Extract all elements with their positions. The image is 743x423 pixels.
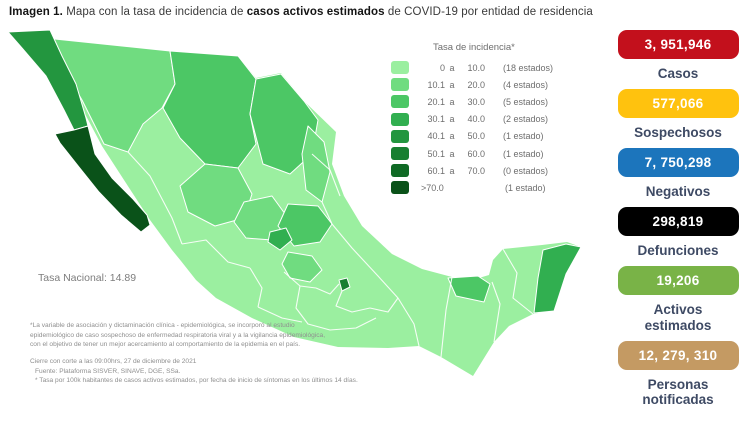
activos-estimados-label: Activos estimados: [644, 302, 712, 333]
footnote-rate-definition: * Tasa por 100k habitantes de casos acti…: [35, 377, 358, 385]
personas-notificadas-badge: 12, 279, 310: [617, 340, 739, 370]
defunciones-label: Defunciones: [637, 243, 719, 259]
negativos-badge: 7, 750,298: [617, 148, 739, 178]
legend-title: Tasa de incidencia*: [433, 42, 515, 53]
national-rate-label: Tasa Nacional: 14.89: [38, 272, 137, 284]
personas-notificadas-label: Personas notificadas: [642, 376, 714, 407]
legend-item: 20.1 a 30.0 (5 estados): [391, 93, 553, 110]
legend-swatch: [391, 129, 409, 143]
legend-item: >70.0 (1 estado): [391, 179, 553, 196]
legend-swatch: [391, 61, 409, 75]
casos-badge: 3, 951,946: [617, 30, 739, 59]
legend-item: 50.1 a 60.0 (1 estado): [391, 145, 553, 162]
legend-swatch: [391, 147, 409, 161]
state-aguascalientes: [267, 227, 293, 251]
state-cdmx: [338, 277, 351, 292]
state-baja-california-sur: [54, 125, 151, 233]
map-legend: Tasa de incidencia* 0 a 10.0 (18 estados…: [391, 42, 553, 197]
page-title: Imagen 1. Mapa con la tasa de incidencia…: [9, 6, 593, 18]
casos-label: Casos: [657, 66, 699, 81]
footnotes: *La variable de asociación y dictaminaci…: [30, 321, 358, 386]
legend-swatch: [391, 181, 409, 195]
title-figure-label: Imagen 1.: [9, 6, 63, 18]
footnote-cutoff-date: Cierre con corte a las 09:00hrs, 27 de d…: [30, 357, 197, 365]
sospechosos-badge: 577,066: [617, 89, 739, 119]
stats-panel: 3, 951,946 Casos 577,066 Sospechosos 7, …: [615, 30, 741, 415]
mexico-map: [7, 29, 582, 376]
footnote-source: Fuente: Plataforma SISVER, SINAVE, DGE, …: [35, 367, 181, 375]
defunciones-badge: 298,819: [617, 207, 739, 237]
legend-item: 10.1 a 20.0 (4 estados): [391, 76, 553, 93]
footnote-variable-note: *La variable de asociación y dictaminaci…: [30, 322, 326, 349]
state-quintana-roo: [533, 243, 582, 314]
state-guanajuato: [281, 251, 323, 283]
legend-item: 0 a 10.0 (18 estados): [391, 59, 553, 76]
legend-swatch: [391, 112, 409, 126]
legend-item: 40.1 a 50.0 (1 estado): [391, 128, 553, 145]
state-san-luis-potosi: [277, 203, 333, 247]
state-tabasco: [447, 275, 491, 303]
sospechosos-label: Sospechosos: [634, 125, 722, 141]
legend-item: 60.1 a 70.0 (0 estados): [391, 162, 553, 179]
legend-swatch: [391, 78, 409, 92]
legend-item: 30.1 a 40.0 (2 estados): [391, 111, 553, 128]
negativos-label: Negativos: [645, 184, 711, 200]
activos-estimados-badge: 19,206: [617, 266, 739, 296]
state-durango: [179, 163, 253, 227]
state-borders: [127, 151, 534, 358]
legend-swatch: [391, 95, 409, 109]
legend-swatch: [391, 164, 409, 178]
